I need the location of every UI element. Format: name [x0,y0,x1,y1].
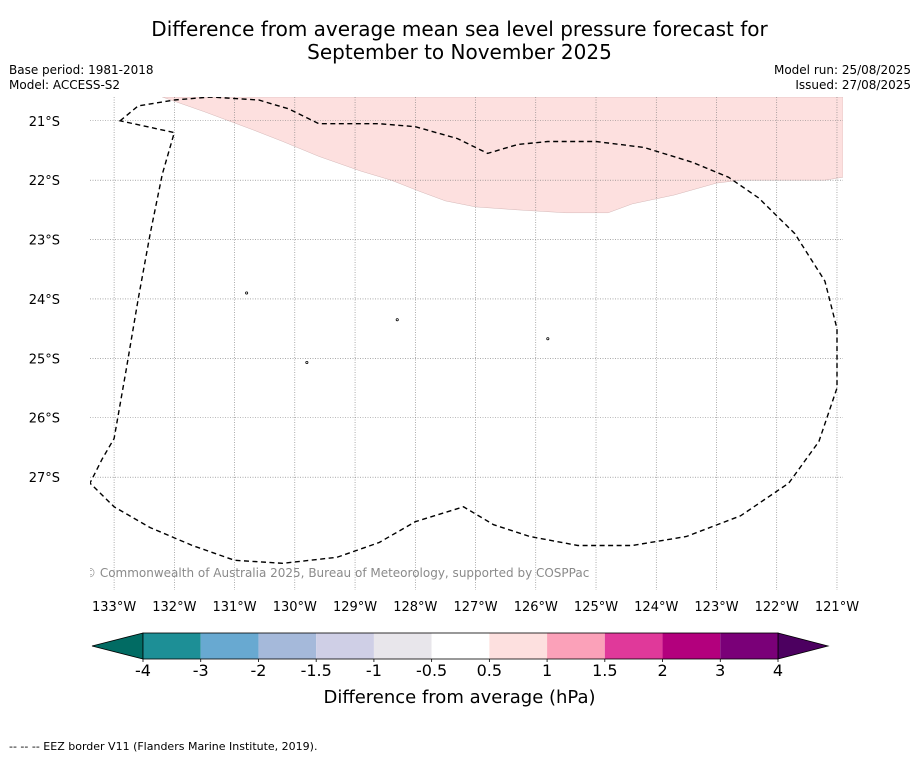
issued-text: Issued: 27/08/2025 [795,78,911,92]
colorbar-tick-label: -1.5 [301,661,332,680]
lat-tick-label: 25°S [29,352,60,367]
chart-title: Difference from average mean sea level p… [0,18,919,64]
lon-tick-label: 133°W [92,600,136,615]
colorbar-segment [604,633,663,659]
lon-tick-label: 129°W [333,600,377,615]
lat-tick-label: 26°S [29,412,60,427]
eez-footnote: -- -- -- EEZ border V11 (Flanders Marine… [9,740,318,753]
title-line-1: Difference from average mean sea level p… [151,17,768,41]
colorbar-segment [200,633,259,659]
colorbar-frame [142,632,779,660]
island-speck [245,291,249,295]
colorbar-tick-label: -1 [366,661,382,680]
lat-tick-label: 21°S [29,115,60,130]
lat-tick-label: 22°S [29,174,60,189]
colorbar-tick-label: 2 [657,661,667,680]
island-speck [305,361,309,365]
colorbar-tick-label: 0.5 [477,661,502,680]
colorbar-segment [258,633,317,659]
lon-tick-label: 123°W [694,600,738,615]
lon-tick-label: 128°W [393,600,437,615]
island-speck [395,318,399,322]
colorbar-segment [316,633,374,659]
colorbar-tick-label: -2 [250,661,266,680]
island-speck [546,337,550,341]
copyright-text: © Commonwealth of Australia 2025, Bureau… [84,566,589,580]
lon-tick-label: 132°W [152,600,196,615]
map-figure: © Commonwealth of Australia 2025, Bureau… [29,97,859,680]
lon-tick-label: 125°W [574,600,618,615]
colorbar-segment [547,633,605,659]
colorbar-tick-label: 1.5 [592,661,617,680]
map-layers: © Commonwealth of Australia 2025, Bureau… [84,97,843,590]
colorbar-segment [431,633,490,659]
colorbar-tick-label: 4 [773,661,783,680]
colorbar-tick-label: -4 [135,661,151,680]
meta-right: Model run: 25/08/2025 Issued: 27/08/2025 [774,63,911,93]
lon-tick-label: 121°W [815,600,859,615]
colorbar-segment [720,633,778,659]
meta-left: Base period: 1981-2018 Model: ACCESS-S2 [9,63,154,93]
model-text: Model: ACCESS-S2 [9,78,121,92]
map-plot-area: © Commonwealth of Australia 2025, Bureau… [29,97,859,615]
colorbar-segment [373,633,432,659]
lon-tick-label: 122°W [755,600,799,615]
lat-tick-label: 23°S [29,234,60,249]
lon-tick-label: 124°W [634,600,678,615]
lon-tick-label: 131°W [212,600,256,615]
colorbar: -4 -3 -2 -1.5 -1 -0.5 0.5 1 1.5 2 3 4 [91,632,830,680]
colorbar-tick-label: 3 [715,661,725,680]
colorbar-segment [143,633,201,659]
anomaly-region-0.5-to-1 [162,97,843,214]
model-run-text: Model run: 25/08/2025 [773,63,911,77]
lon-tick-label: 130°W [273,600,317,615]
colorbar-segment [662,633,721,659]
title-line-2: September to November 2025 [307,40,612,64]
colorbar-under-extension [91,632,144,660]
lat-tick-label: 27°S [29,471,60,486]
colorbar-over-extension [777,632,830,660]
colorbar-tick-label: -3 [193,661,209,680]
lon-tick-label: 127°W [453,600,497,615]
colorbar-label: Difference from average (hPa) [323,687,596,708]
colorbar-segment [489,633,548,659]
lat-tick-label: 24°S [29,293,60,308]
colorbar-tick-label: 1 [542,661,552,680]
base-period-text: Base period: 1981-2018 [9,63,154,77]
colorbar-tick-label: -0.5 [416,661,447,680]
lon-tick-label: 126°W [514,600,558,615]
